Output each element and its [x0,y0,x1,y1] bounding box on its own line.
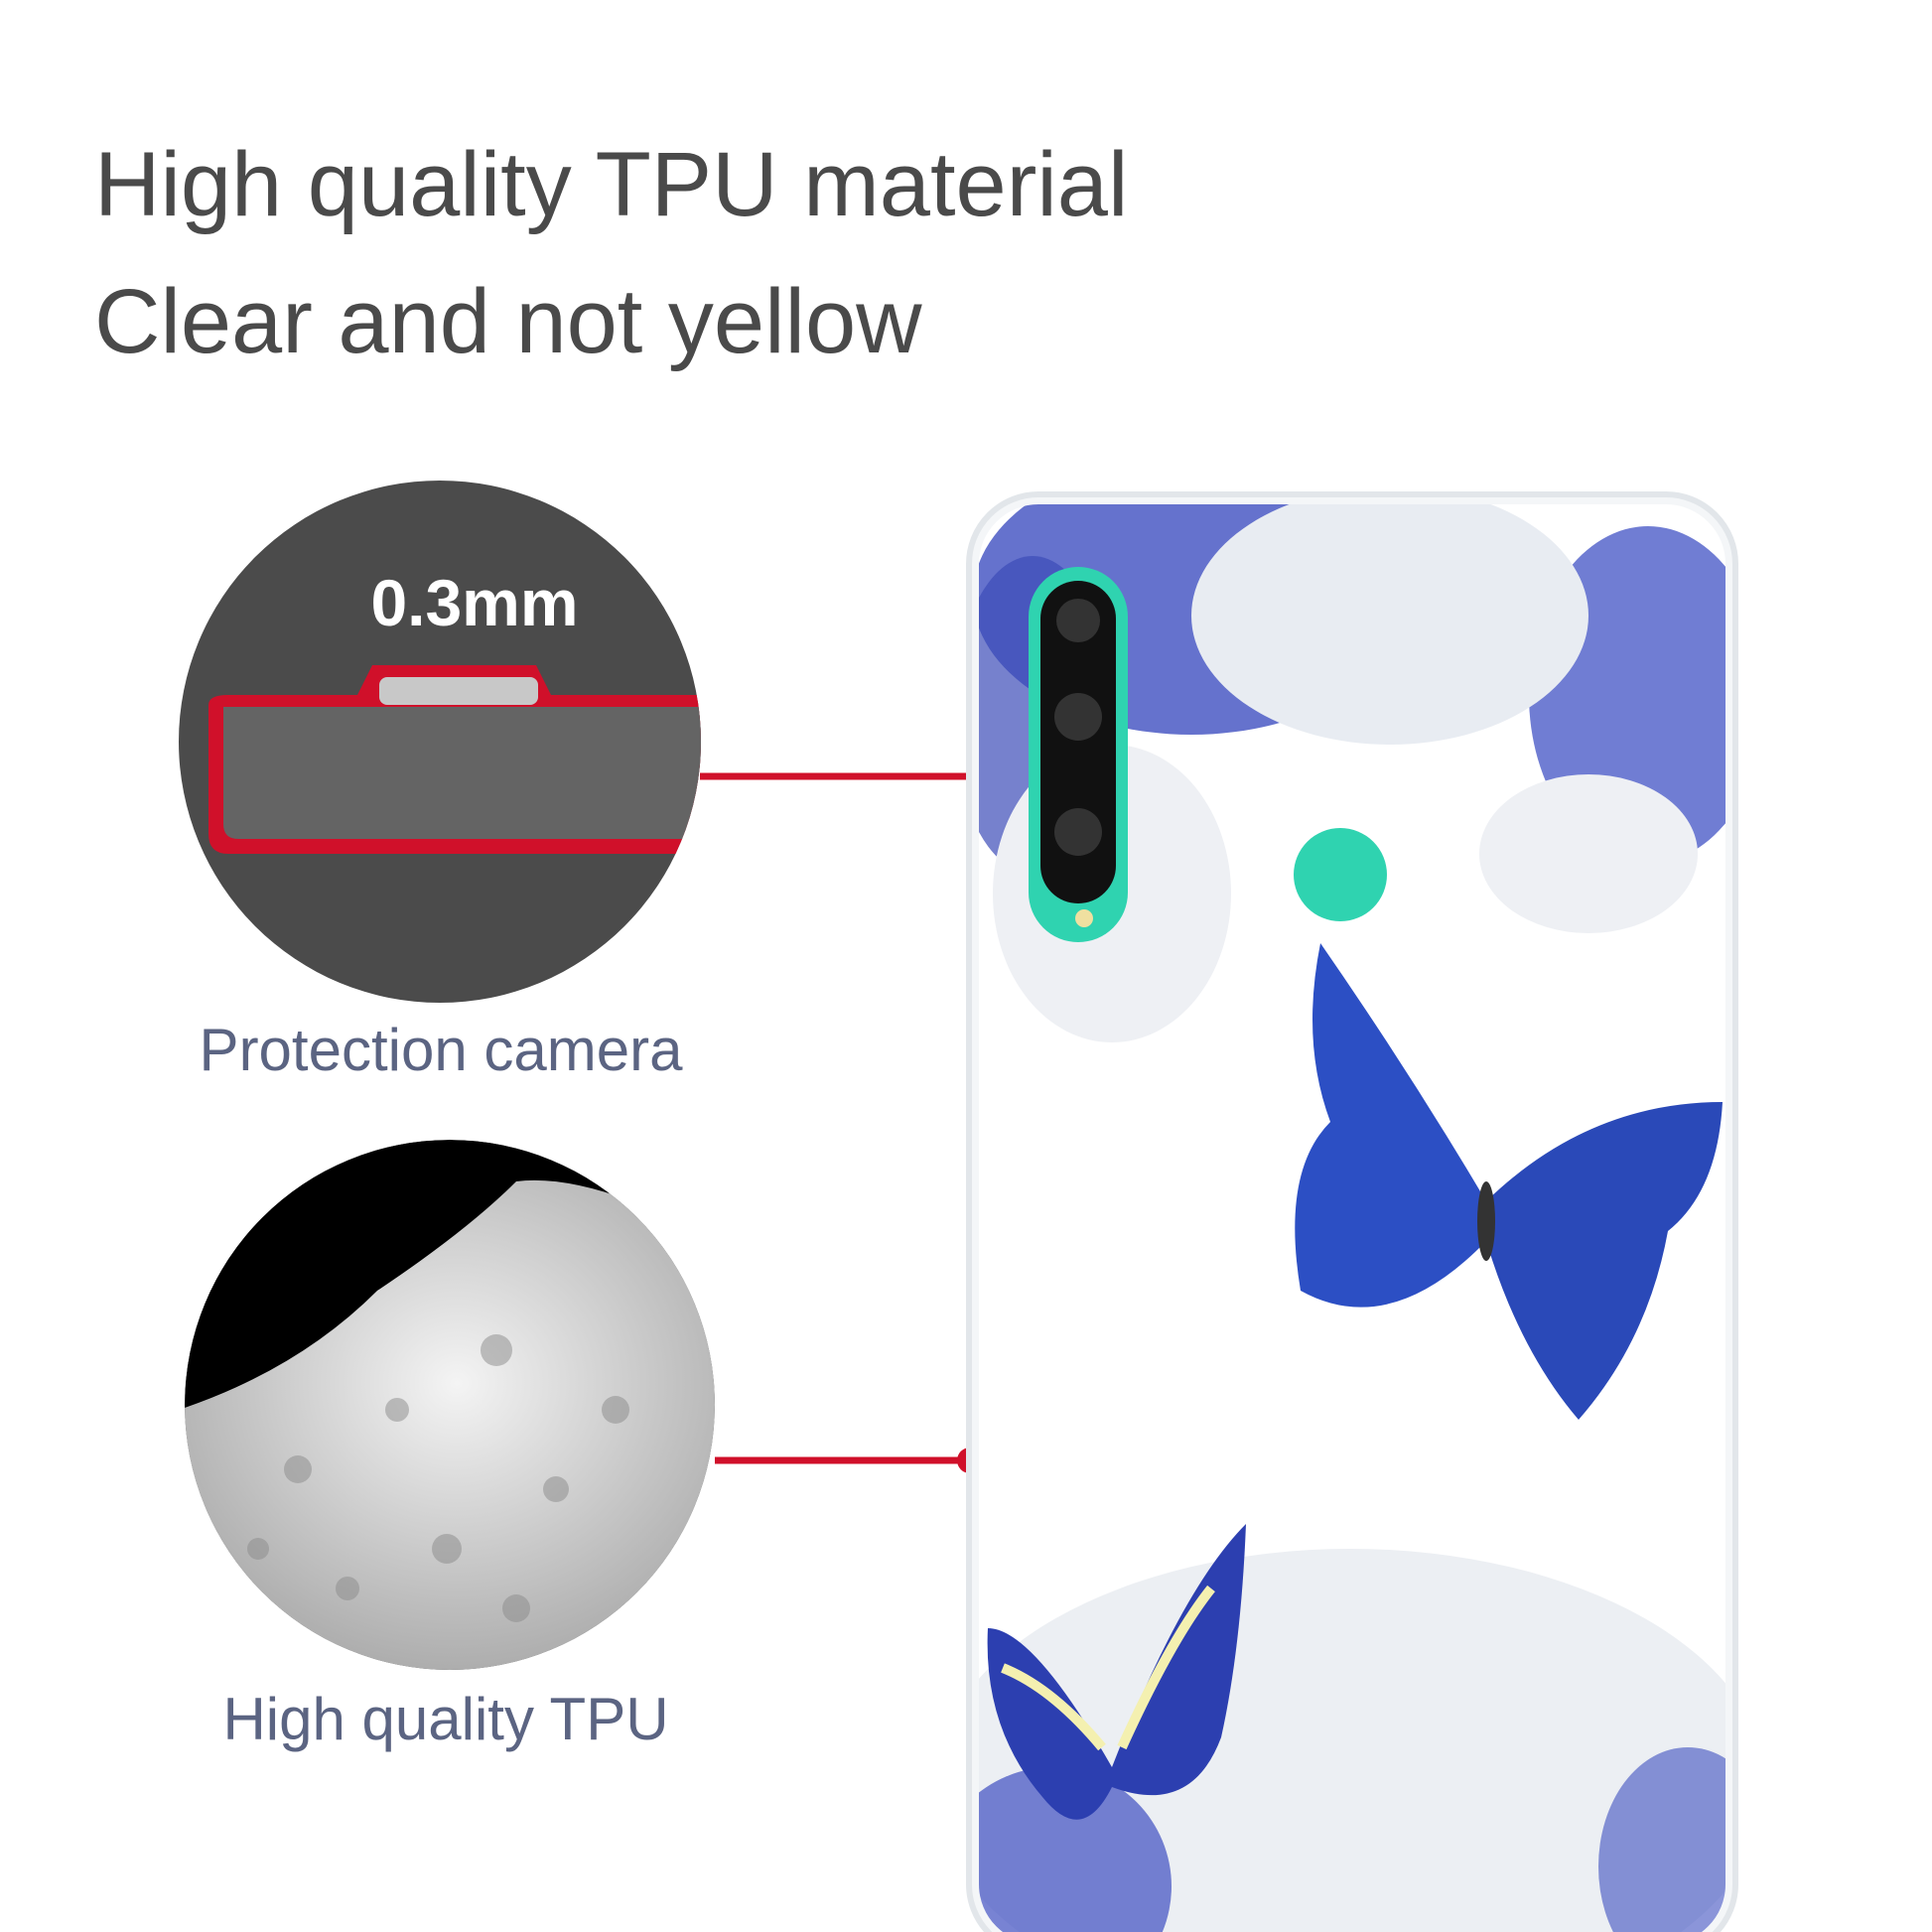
butterfly-large [1295,943,1723,1420]
protection-camera-label: Protection camera [199,1017,683,1083]
headline-line-1: High quality TPU material [94,134,1129,235]
headline-line-2: Clear and not yellow [94,271,922,372]
camera-protection-detail [179,481,701,1003]
fingerprint-sensor [1294,828,1387,921]
leader-line-tpu [715,1448,983,1473]
thickness-badge: 0.3mm [370,566,578,639]
butterfly-small [987,1524,1246,1820]
floral-pattern-bottom [979,1549,1725,1932]
camera-module [1029,567,1128,942]
high-quality-tpu-label: High quality TPU [222,1686,669,1752]
tpu-beads-detail [185,1140,715,1670]
phone-case [966,491,1738,1932]
